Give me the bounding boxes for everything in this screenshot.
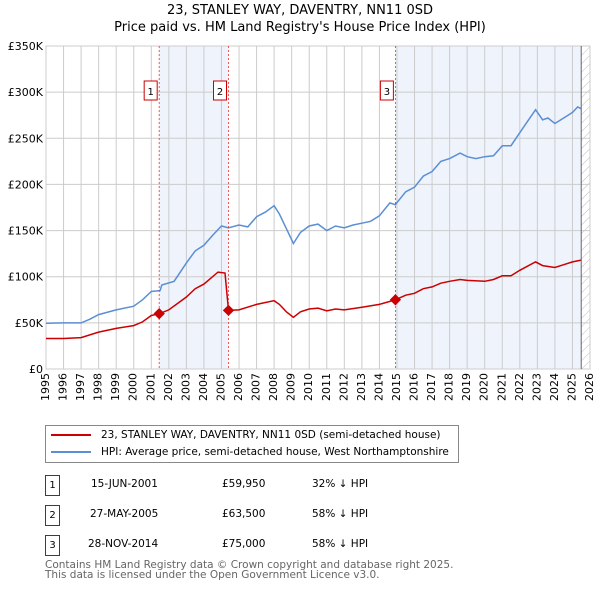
- x-tick-label: 2005: [214, 373, 227, 401]
- x-tick-label: 1998: [92, 373, 105, 401]
- sale-label: 1: [147, 87, 153, 98]
- legend: 23, STANLEY WAY, DAVENTRY, NN11 0SD (sem…: [45, 425, 459, 463]
- x-tick-label: 2003: [179, 373, 192, 401]
- sale-label-box: [213, 80, 228, 101]
- x-tick-label: 2015: [390, 373, 403, 401]
- x-tick-label: 2022: [513, 373, 526, 401]
- forecast-hatch: [581, 46, 590, 369]
- x-tick-label: 2021: [495, 373, 508, 401]
- legend-label: 23, STANLEY WAY, DAVENTRY, NN11 0SD (sem…: [101, 429, 441, 441]
- footer-copyright: Contains HM Land Registry data © Crown c…: [45, 559, 454, 571]
- sale-label: 2: [217, 87, 223, 98]
- y-tick-label: £0: [29, 363, 43, 376]
- x-tick-label: 2012: [337, 373, 350, 401]
- x-tick-label: 2023: [530, 373, 543, 401]
- legend-label: HPI: Average price, semi-detached house,…: [101, 446, 449, 458]
- x-tick-label: 1999: [109, 373, 122, 401]
- sale-point: [222, 304, 235, 317]
- plot-border: [45, 45, 591, 370]
- sale-label-box: [143, 80, 158, 101]
- sale-date: 15-JUN-2001: [91, 478, 158, 490]
- legend-swatch-blue: [51, 451, 91, 453]
- sale-price: £75,000: [222, 538, 266, 550]
- sale-point: [153, 308, 165, 320]
- series-line: [45, 105, 582, 325]
- x-tick-label: 2006: [232, 373, 245, 401]
- sale-label-box: [379, 80, 394, 101]
- y-tick-label: £150K: [8, 225, 44, 238]
- legend-swatch-red: [51, 434, 91, 436]
- y-tick-label: £200K: [8, 178, 44, 191]
- x-tick-label: 2026: [583, 373, 596, 401]
- sale-point: [389, 294, 402, 306]
- x-tick-label: 2013: [355, 373, 368, 401]
- x-tick-label: 2016: [408, 373, 421, 401]
- x-tick-label: 2004: [197, 373, 210, 401]
- x-tick-label: 2017: [425, 373, 438, 401]
- sale-label: 3: [384, 87, 390, 98]
- x-tick-label: 2002: [162, 373, 175, 401]
- x-tick-label: 2020: [478, 373, 491, 401]
- y-tick-label: £350K: [8, 40, 44, 53]
- legend-item-property: 23, STANLEY WAY, DAVENTRY, NN11 0SD (sem…: [51, 429, 441, 441]
- x-tick-label: 2010: [302, 373, 315, 401]
- chart-title: 23, STANLEY WAY, DAVENTRY, NN11 0SD: [166, 3, 434, 18]
- sale-hpi-diff: 58% ↓ HPI: [312, 508, 369, 520]
- x-tick-label: 2025: [565, 373, 578, 401]
- shaded-period: [395, 46, 582, 369]
- x-tick-label: 2008: [267, 373, 280, 401]
- price-chart: 1995 1996 1997 1998 1999 2000 2001 2002 2003 2004…: [8, 40, 596, 401]
- footer: Contains HM Land Registry data © Crown c…: [45, 559, 454, 581]
- x-tick-label: 2007: [250, 373, 263, 401]
- sale-date: 28-NOV-2014: [88, 538, 159, 550]
- sale-price: £59,950: [222, 478, 266, 490]
- sale-badge: 2: [45, 505, 60, 526]
- sale-hpi-diff: 58% ↓ HPI: [312, 538, 369, 550]
- sale-badge: 3: [45, 535, 60, 556]
- x-tick-label: 2001: [144, 373, 157, 401]
- sale-date: 27-MAY-2005: [90, 508, 159, 520]
- sale-price: £63,500: [222, 508, 266, 520]
- sale-hpi-diff: 32% ↓ HPI: [312, 478, 369, 490]
- sale-badge: 1: [45, 475, 60, 496]
- transaction-row: 2 27-MAY-2005 £63,500 58% ↓ HPI: [45, 505, 465, 526]
- x-tick-label: 2014: [372, 373, 385, 401]
- chart-subtitle: Price paid vs. HM Land Registry's House …: [114, 20, 486, 35]
- y-tick-label: £250K: [8, 132, 44, 145]
- transaction-row: 3 28-NOV-2014 £75,000 58% ↓ HPI: [45, 535, 465, 556]
- x-tick-label: 1997: [74, 373, 87, 401]
- x-tick-label: 2024: [548, 373, 561, 401]
- x-tick-label: 1996: [57, 373, 70, 401]
- transaction-row: 1 15-JUN-2001 £59,950 32% ↓ HPI: [45, 475, 465, 496]
- x-tick-label: 2011: [320, 373, 333, 401]
- y-tick-label: £50K: [15, 317, 44, 330]
- x-tick-label: 1995: [39, 373, 52, 401]
- x-tick-label: 2019: [460, 373, 473, 401]
- y-tick-label: £300K: [8, 86, 44, 99]
- y-tick-label: £100K: [8, 271, 44, 284]
- x-tick-label: 2000: [127, 373, 140, 401]
- x-tick-label: 2009: [285, 373, 298, 401]
- legend-item-hpi: HPI: Average price, semi-detached house,…: [51, 446, 449, 458]
- x-tick-label: 2018: [443, 373, 456, 401]
- footer-licence: This data is licensed under the Open Gov…: [45, 569, 380, 581]
